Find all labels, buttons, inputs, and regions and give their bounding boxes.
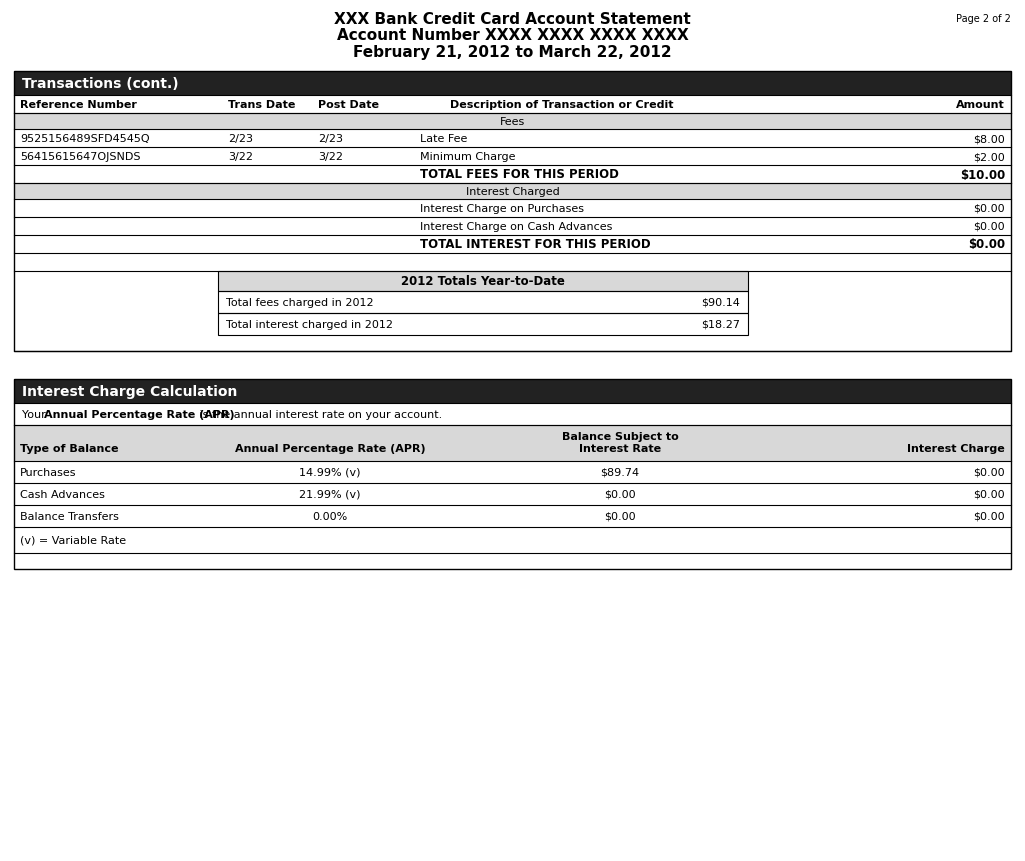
Text: Minimum Charge: Minimum Charge xyxy=(420,152,516,162)
Bar xyxy=(14,218,1011,236)
Bar xyxy=(14,554,1011,569)
Bar xyxy=(218,272,748,292)
Text: Interest Charge on Purchases: Interest Charge on Purchases xyxy=(420,204,584,214)
Bar xyxy=(14,130,1011,148)
Text: Total fees charged in 2012: Total fees charged in 2012 xyxy=(226,298,374,307)
Text: is the annual interest rate on your account.: is the annual interest rate on your acco… xyxy=(196,410,442,419)
Text: $0.00: $0.00 xyxy=(604,511,636,522)
Bar xyxy=(14,254,1011,272)
Bar xyxy=(14,380,1011,569)
Text: Late Fee: Late Fee xyxy=(420,133,467,144)
Bar xyxy=(14,166,1011,183)
Text: 2012 Totals Year-to-Date: 2012 Totals Year-to-Date xyxy=(401,276,565,288)
Text: Interest Charge on Cash Advances: Interest Charge on Cash Advances xyxy=(420,222,612,232)
Text: Cash Advances: Cash Advances xyxy=(20,489,105,499)
Text: Interest Charge: Interest Charge xyxy=(907,444,1004,454)
Text: $2.00: $2.00 xyxy=(974,152,1004,162)
Text: Interest Charge Calculation: Interest Charge Calculation xyxy=(22,385,238,399)
Text: TOTAL INTEREST FOR THIS PERIOD: TOTAL INTEREST FOR THIS PERIOD xyxy=(420,238,651,251)
Text: Your: Your xyxy=(22,410,49,419)
Text: $10.00: $10.00 xyxy=(959,168,1004,182)
Text: Type of Balance: Type of Balance xyxy=(20,444,119,454)
Bar xyxy=(218,292,748,313)
Bar xyxy=(218,313,748,336)
Bar xyxy=(14,461,1011,483)
Text: 3/22: 3/22 xyxy=(228,152,253,162)
Bar xyxy=(14,483,1011,505)
Text: Total interest charged in 2012: Total interest charged in 2012 xyxy=(226,319,393,330)
Bar xyxy=(14,380,1011,404)
Text: Interest Charged: Interest Charged xyxy=(465,187,560,197)
Text: $0.00: $0.00 xyxy=(974,222,1004,232)
Text: $0.00: $0.00 xyxy=(604,489,636,499)
Bar xyxy=(14,72,1011,351)
Text: Purchases: Purchases xyxy=(20,468,77,478)
Text: $8.00: $8.00 xyxy=(974,133,1004,144)
Bar xyxy=(14,148,1011,166)
Text: Balance Subject to: Balance Subject to xyxy=(562,431,679,442)
Bar xyxy=(14,404,1011,425)
Bar xyxy=(14,96,1011,114)
Bar xyxy=(14,200,1011,218)
Bar xyxy=(14,236,1011,254)
Text: 14.99% (v): 14.99% (v) xyxy=(299,468,361,478)
Text: Amount: Amount xyxy=(956,100,1004,110)
Text: $89.74: $89.74 xyxy=(601,468,640,478)
Bar xyxy=(14,183,1011,200)
Text: Balance Transfers: Balance Transfers xyxy=(20,511,119,522)
Text: $0.00: $0.00 xyxy=(974,489,1004,499)
Bar xyxy=(14,114,1011,130)
Text: Reference Number: Reference Number xyxy=(20,100,137,110)
Text: $18.27: $18.27 xyxy=(701,319,740,330)
Text: Interest Rate: Interest Rate xyxy=(579,444,661,454)
Text: $0.00: $0.00 xyxy=(974,511,1004,522)
Text: XXX Bank Credit Card Account Statement: XXX Bank Credit Card Account Statement xyxy=(334,13,691,28)
Bar xyxy=(14,528,1011,554)
Text: $0.00: $0.00 xyxy=(974,468,1004,478)
Bar xyxy=(218,292,748,313)
Text: 2/23: 2/23 xyxy=(318,133,343,144)
Text: Annual Percentage Rate (APR): Annual Percentage Rate (APR) xyxy=(44,410,235,419)
Text: Account Number XXXX XXXX XXXX XXXX: Account Number XXXX XXXX XXXX XXXX xyxy=(336,28,689,43)
Bar xyxy=(14,505,1011,528)
Bar xyxy=(14,336,1011,351)
Text: Annual Percentage Rate (APR): Annual Percentage Rate (APR) xyxy=(235,444,425,454)
Text: 21.99% (v): 21.99% (v) xyxy=(299,489,361,499)
Bar xyxy=(14,425,1011,461)
Text: Description of Transaction or Credit: Description of Transaction or Credit xyxy=(450,100,673,110)
Text: 2/23: 2/23 xyxy=(228,133,253,144)
Text: Page 2 of 2: Page 2 of 2 xyxy=(956,14,1011,24)
Text: $0.00: $0.00 xyxy=(968,238,1004,251)
Text: 3/22: 3/22 xyxy=(318,152,343,162)
Bar xyxy=(14,72,1011,96)
Text: Transactions (cont.): Transactions (cont.) xyxy=(22,77,178,91)
Text: February 21, 2012 to March 22, 2012: February 21, 2012 to March 22, 2012 xyxy=(354,45,671,59)
Text: $90.14: $90.14 xyxy=(701,298,740,307)
Text: 9525156489SFD4545Q: 9525156489SFD4545Q xyxy=(20,133,150,144)
Text: (v) = Variable Rate: (v) = Variable Rate xyxy=(20,536,126,545)
Bar xyxy=(218,272,748,292)
Text: TOTAL FEES FOR THIS PERIOD: TOTAL FEES FOR THIS PERIOD xyxy=(420,168,619,182)
Text: $0.00: $0.00 xyxy=(974,204,1004,214)
Text: Post Date: Post Date xyxy=(318,100,379,110)
Text: 0.00%: 0.00% xyxy=(313,511,347,522)
Text: Fees: Fees xyxy=(500,117,525,127)
Text: Trans Date: Trans Date xyxy=(228,100,295,110)
Text: 56415615647OJSNDS: 56415615647OJSNDS xyxy=(20,152,140,162)
Bar xyxy=(218,313,748,336)
